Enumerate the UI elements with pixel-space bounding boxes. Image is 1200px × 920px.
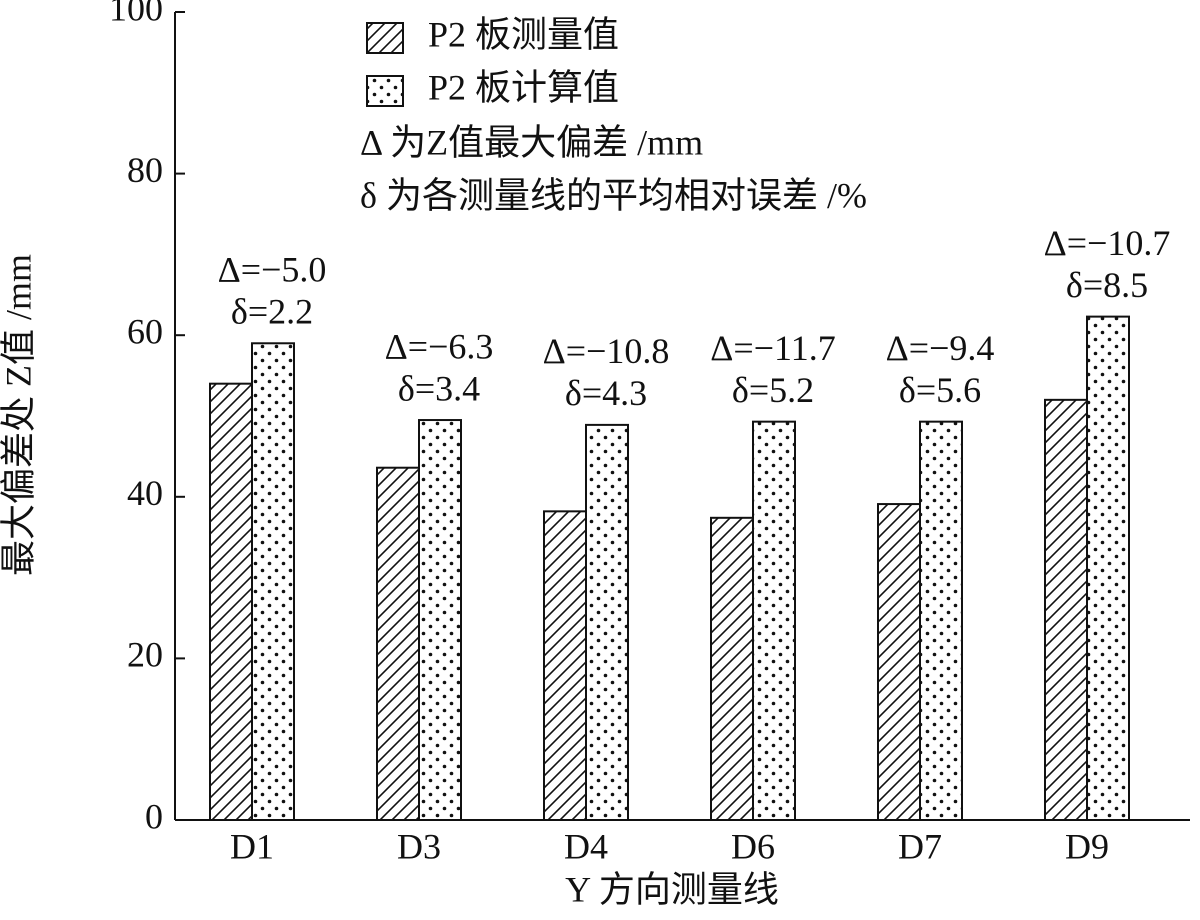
- bar: [376, 466, 420, 821]
- bar: [543, 510, 587, 821]
- y-tick-label: 100: [109, 0, 163, 28]
- bar: [418, 419, 462, 821]
- x-tick-label: D7: [898, 826, 942, 866]
- annotation: Δ=−10.7: [1044, 223, 1171, 263]
- bar: [919, 420, 963, 821]
- bar: [1086, 315, 1130, 821]
- y-tick-label: 80: [127, 150, 163, 190]
- bar: [1044, 398, 1088, 821]
- bar: [877, 503, 921, 821]
- legend-label: P2 板计算值: [428, 67, 619, 107]
- annotation: Δ=−6.3: [385, 326, 494, 366]
- y-axis-label: 最大偏差处 Z值 /mm: [0, 254, 38, 576]
- x-tick-label: D6: [731, 826, 775, 866]
- x-tick-label: D1: [230, 826, 274, 866]
- y-tick-label: 60: [127, 311, 163, 351]
- legend-note: Δ 为Z值最大偏差 /mm: [360, 122, 703, 162]
- x-tick-label: D4: [564, 826, 608, 866]
- bar: [585, 423, 629, 821]
- y-tick-label: 20: [127, 635, 163, 675]
- annotation: Δ=−11.7: [710, 328, 835, 368]
- bar: [209, 382, 253, 821]
- bar: [710, 516, 754, 821]
- annotation: δ=8.5: [1066, 265, 1148, 305]
- annotation: δ=5.6: [899, 370, 981, 410]
- annotation: Δ=−10.8: [543, 331, 670, 371]
- annotation: δ=4.3: [565, 373, 647, 413]
- y-tick-label: 0: [145, 796, 163, 836]
- bar: [752, 420, 796, 821]
- x-tick-label: D9: [1065, 826, 1109, 866]
- annotation: δ=5.2: [732, 370, 814, 410]
- bar: [251, 342, 295, 821]
- annotation: Δ=−9.4: [886, 328, 995, 368]
- annotation: Δ=−5.0: [218, 250, 327, 290]
- legend-note: δ 为各测量线的平均相对误差 /%: [360, 175, 867, 215]
- x-axis-label: Y 方向测量线: [565, 869, 779, 909]
- x-tick-label: D3: [397, 826, 441, 866]
- y-tick-label: 40: [127, 473, 163, 513]
- legend-label: P2 板测量值: [428, 14, 619, 54]
- annotation: δ=2.2: [231, 292, 313, 332]
- annotation: δ=3.4: [398, 368, 480, 408]
- legend-swatch: [366, 75, 404, 107]
- legend-swatch: [366, 22, 404, 54]
